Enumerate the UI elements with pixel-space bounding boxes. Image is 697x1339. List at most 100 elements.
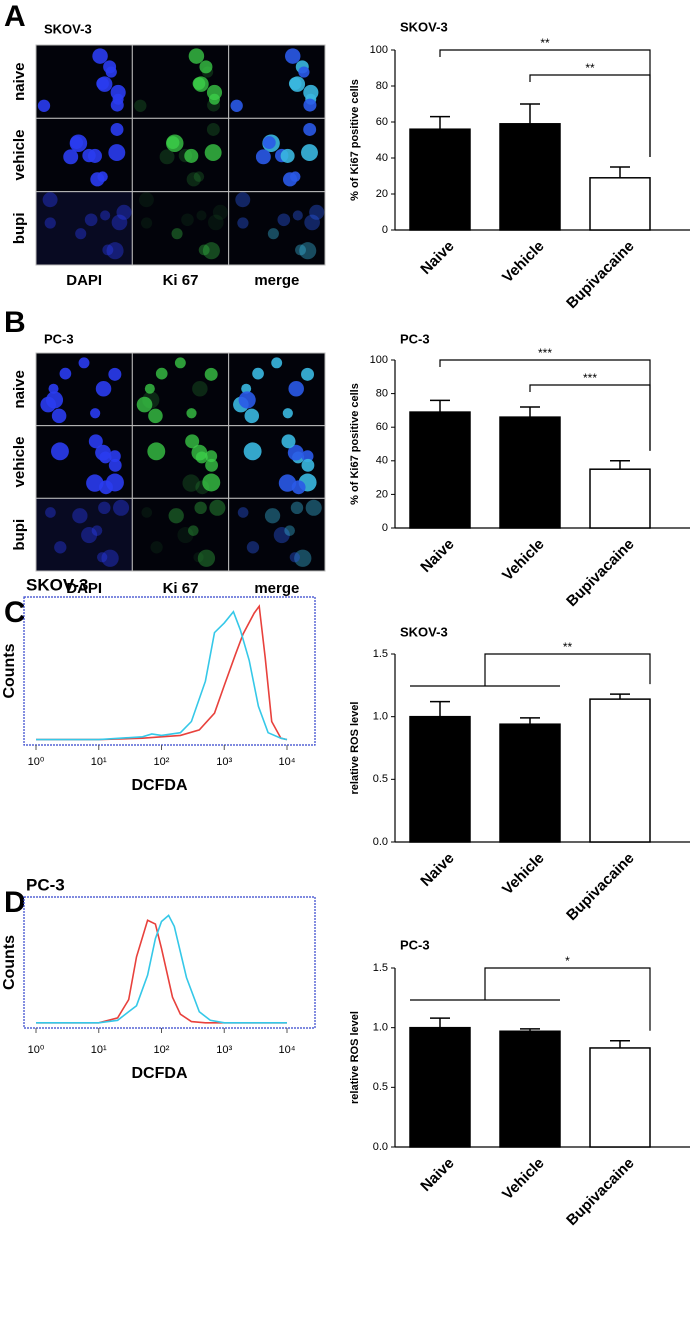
nucleus — [295, 244, 306, 256]
nucleus — [230, 99, 243, 112]
nucleus — [136, 396, 153, 413]
x-tick-label: 10⁴ — [279, 1044, 296, 1056]
nucleus — [252, 367, 264, 380]
nucleus — [237, 507, 249, 518]
x-tick-label: Bupivacaine — [563, 1155, 638, 1230]
nucleus — [101, 549, 119, 567]
nucleus — [309, 204, 325, 220]
nucleus — [305, 499, 322, 516]
y-tick-label: 20 — [376, 188, 388, 200]
bar — [409, 1026, 471, 1148]
nucleus — [194, 501, 207, 515]
significance-label: *** — [538, 346, 552, 360]
significance-label: ** — [563, 640, 573, 654]
nucleus — [177, 527, 194, 544]
y-axis-label: % of Ki67 positive cells — [349, 79, 361, 201]
nucleus — [193, 552, 204, 563]
nucleus — [138, 192, 154, 208]
y-tick-label: 1.5 — [373, 962, 388, 974]
nucleus — [205, 458, 218, 472]
significance-bracket — [529, 74, 651, 157]
micrograph-cell — [228, 191, 326, 266]
y-tick-label: 1.0 — [373, 1022, 388, 1034]
nucleus — [59, 367, 72, 380]
bar — [589, 698, 651, 843]
nucleus — [299, 242, 317, 260]
nucleus — [72, 508, 88, 524]
nucleus — [110, 98, 124, 112]
nucleus — [287, 444, 304, 461]
nucleus — [238, 391, 256, 409]
nucleus — [110, 123, 124, 136]
micrograph-title: SKOV-3 — [44, 21, 92, 36]
x-tick-label: 10⁰ — [28, 1044, 45, 1056]
row-label: bupi — [11, 519, 28, 551]
panel-letter: A — [4, 0, 26, 33]
y-tick-label: 60 — [376, 421, 388, 433]
nucleus — [174, 357, 186, 369]
nucleus — [140, 217, 153, 229]
nucleus — [171, 228, 183, 240]
nucleus — [301, 144, 318, 162]
nucleus — [298, 66, 310, 78]
panel-letter: B — [4, 306, 26, 339]
nucleus — [241, 383, 252, 394]
nucleus — [273, 527, 290, 544]
nucleus — [262, 136, 276, 150]
nucleus — [141, 507, 153, 518]
nucleus — [301, 450, 314, 463]
nucleus — [292, 210, 303, 221]
x-tick-label: 10³ — [216, 1044, 232, 1056]
significance-bracket — [484, 653, 651, 686]
x-axis-label: DCFDA — [132, 1065, 188, 1082]
nucleus — [289, 552, 300, 563]
nucleus — [51, 408, 67, 424]
micrograph-cell — [35, 191, 133, 266]
nucleus — [267, 228, 279, 240]
nucleus — [108, 367, 122, 381]
nucleus — [108, 144, 126, 162]
nucleus — [106, 242, 124, 260]
nucleus — [193, 171, 205, 182]
nucleus — [87, 148, 102, 163]
nucleus — [155, 367, 168, 380]
nucleus — [111, 214, 128, 231]
histogram-curve — [36, 919, 287, 1024]
nucleus — [105, 66, 117, 78]
column-label: DAPI — [66, 272, 102, 289]
nucleus — [100, 210, 111, 221]
bar — [589, 1047, 651, 1148]
nucleus — [108, 458, 122, 472]
nucleus — [204, 367, 218, 381]
nucleus — [48, 383, 59, 394]
x-tick-label: Naive — [417, 1155, 457, 1195]
nucleus — [88, 434, 103, 449]
nucleus — [207, 98, 221, 112]
x-tick-label: Vehicle — [499, 238, 548, 287]
nucleus — [78, 357, 90, 369]
histogram-curve — [36, 604, 288, 741]
nucleus — [288, 380, 304, 397]
nucleus — [182, 474, 200, 492]
plot-frame — [23, 596, 316, 746]
nucleus — [198, 244, 210, 256]
nucleus — [98, 501, 111, 515]
x-tick-label: 10² — [154, 756, 170, 768]
x-tick-label: Bupivacaine — [563, 238, 638, 313]
column-label: Ki 67 — [163, 580, 199, 597]
nucleus — [168, 508, 184, 524]
nucleus — [246, 541, 260, 554]
bar — [499, 1030, 561, 1148]
y-tick-label: 0.0 — [373, 836, 388, 848]
significance-bracket — [529, 384, 651, 451]
y-tick-label: 20 — [376, 488, 388, 500]
nucleus — [264, 508, 281, 524]
row-label: naive — [11, 62, 28, 100]
nucleus — [281, 434, 296, 449]
nucleus — [81, 527, 98, 544]
nucleus — [166, 136, 180, 150]
y-tick-label: 40 — [376, 455, 388, 467]
chart-title: PC-3 — [26, 875, 65, 894]
nucleus — [37, 99, 51, 112]
